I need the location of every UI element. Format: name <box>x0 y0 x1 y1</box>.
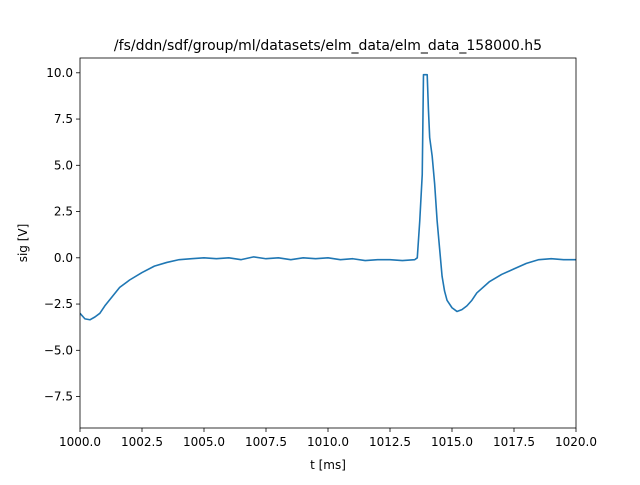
x-tick-label: 1010.0 <box>307 435 349 449</box>
chart-title: /fs/ddn/sdf/group/ml/datasets/elm_data/e… <box>114 38 542 54</box>
x-tick-label: 1012.5 <box>369 435 411 449</box>
y-tick-label: 7.5 <box>54 112 73 126</box>
x-axis-label: t [ms] <box>310 458 346 472</box>
series-line-0 <box>80 73 576 321</box>
x-tick-label: 1000.0 <box>59 435 101 449</box>
y-tick-label: −7.5 <box>44 390 73 404</box>
x-tick-label: 1005.0 <box>183 435 225 449</box>
x-tick-label: 1020.0 <box>555 435 597 449</box>
x-tick-label: 1007.5 <box>245 435 287 449</box>
y-tick-label: 5.0 <box>54 158 73 172</box>
x-tick-label: 1002.5 <box>121 435 163 449</box>
x-tick-label: 1017.5 <box>493 435 535 449</box>
y-tick-label: −5.0 <box>44 343 73 357</box>
y-tick-label: 0.0 <box>54 251 73 265</box>
plot-area <box>80 58 576 428</box>
y-tick-label: 2.5 <box>54 205 73 219</box>
y-tick-label: 10.0 <box>46 66 73 80</box>
x-tick-label: 1015.0 <box>431 435 473 449</box>
y-axis-label: sig [V] <box>16 224 30 263</box>
y-tick-label: −2.5 <box>44 297 73 311</box>
